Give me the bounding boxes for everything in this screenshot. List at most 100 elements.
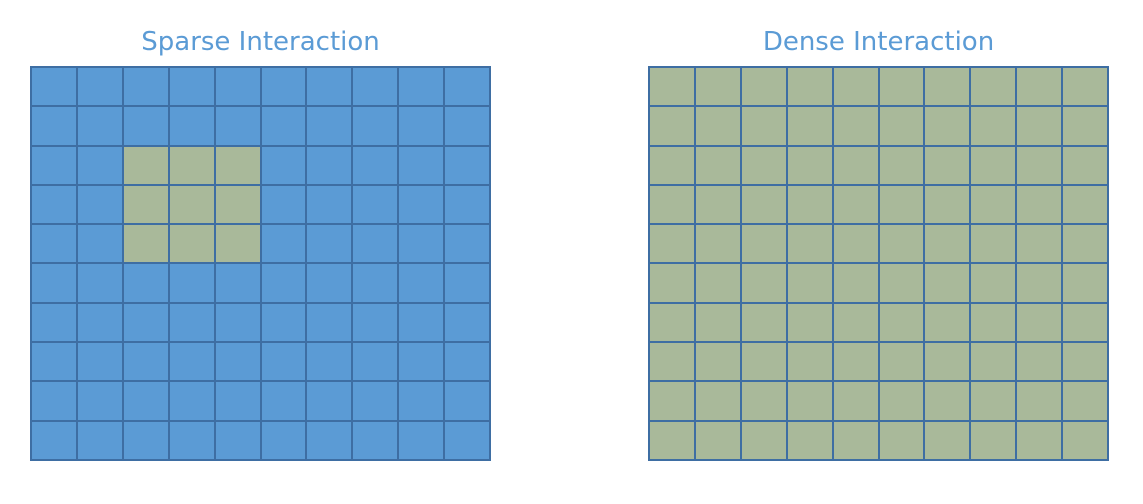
- active-cell: [1017, 343, 1064, 383]
- inactive-cell: [215, 107, 262, 147]
- inactive-cell: [261, 68, 308, 108]
- active-cell: [1017, 421, 1064, 461]
- sparse-interaction-grid: [30, 66, 491, 461]
- active-cell: [741, 107, 788, 147]
- dense-interaction-grid: [648, 66, 1109, 461]
- sparse-interaction-title: Sparse Interaction: [141, 27, 380, 57]
- active-cell: [833, 107, 880, 147]
- active-cell: [169, 146, 216, 186]
- active-cell: [215, 185, 262, 226]
- inactive-cell: [215, 303, 262, 344]
- inactive-cell: [353, 146, 400, 186]
- inactive-cell: [169, 264, 216, 304]
- active-cell: [1063, 382, 1109, 422]
- active-cell: [1063, 264, 1109, 304]
- active-cell: [833, 185, 880, 226]
- inactive-cell: [307, 107, 354, 147]
- inactive-cell: [123, 343, 170, 383]
- inactive-cell: [445, 107, 491, 147]
- active-cell: [695, 107, 742, 147]
- active-cell: [971, 225, 1018, 265]
- active-cell: [787, 146, 834, 186]
- inactive-cell: [32, 146, 78, 186]
- active-cell: [1017, 382, 1064, 422]
- active-cell: [1063, 421, 1109, 461]
- active-cell: [787, 264, 834, 304]
- active-cell: [971, 146, 1018, 186]
- active-cell: [971, 382, 1018, 422]
- inactive-cell: [32, 107, 78, 147]
- inactive-cell: [32, 382, 78, 422]
- inactive-cell: [353, 343, 400, 383]
- active-cell: [879, 382, 926, 422]
- inactive-cell: [353, 264, 400, 304]
- inactive-cell: [307, 264, 354, 304]
- inactive-cell: [32, 68, 78, 108]
- active-cell: [833, 382, 880, 422]
- active-cell: [971, 343, 1018, 383]
- inactive-cell: [261, 343, 308, 383]
- active-cell: [833, 146, 880, 186]
- active-cell: [833, 225, 880, 265]
- active-cell: [879, 343, 926, 383]
- active-cell: [879, 225, 926, 265]
- active-cell: [741, 421, 788, 461]
- active-cell: [741, 185, 788, 226]
- inactive-cell: [215, 382, 262, 422]
- inactive-cell: [399, 382, 446, 422]
- inactive-cell: [32, 225, 78, 265]
- inactive-cell: [353, 382, 400, 422]
- inactive-cell: [123, 107, 170, 147]
- active-cell: [650, 225, 696, 265]
- active-cell: [1063, 107, 1109, 147]
- inactive-cell: [445, 303, 491, 344]
- inactive-cell: [307, 185, 354, 226]
- active-cell: [833, 264, 880, 304]
- inactive-cell: [399, 185, 446, 226]
- active-cell: [1017, 68, 1064, 108]
- active-cell: [787, 68, 834, 108]
- active-cell: [925, 146, 972, 186]
- active-cell: [215, 225, 262, 265]
- inactive-cell: [77, 107, 124, 147]
- active-cell: [650, 107, 696, 147]
- active-cell: [879, 68, 926, 108]
- inactive-cell: [169, 107, 216, 147]
- active-cell: [787, 225, 834, 265]
- active-cell: [925, 303, 972, 344]
- active-cell: [833, 68, 880, 108]
- active-cell: [879, 421, 926, 461]
- active-cell: [971, 107, 1018, 147]
- inactive-cell: [261, 146, 308, 186]
- active-cell: [695, 264, 742, 304]
- active-cell: [879, 146, 926, 186]
- active-cell: [1063, 68, 1109, 108]
- active-cell: [787, 343, 834, 383]
- inactive-cell: [215, 343, 262, 383]
- inactive-cell: [77, 421, 124, 461]
- active-cell: [1063, 343, 1109, 383]
- inactive-cell: [261, 382, 308, 422]
- active-cell: [169, 185, 216, 226]
- active-cell: [695, 146, 742, 186]
- active-cell: [1017, 225, 1064, 265]
- active-cell: [741, 225, 788, 265]
- active-cell: [695, 421, 742, 461]
- inactive-cell: [445, 225, 491, 265]
- active-cell: [695, 68, 742, 108]
- active-cell: [925, 264, 972, 304]
- active-cell: [1063, 146, 1109, 186]
- active-cell: [971, 264, 1018, 304]
- active-cell: [787, 107, 834, 147]
- inactive-cell: [261, 107, 308, 147]
- inactive-cell: [445, 382, 491, 422]
- active-cell: [879, 185, 926, 226]
- inactive-cell: [77, 303, 124, 344]
- inactive-cell: [353, 185, 400, 226]
- inactive-cell: [77, 146, 124, 186]
- active-cell: [215, 146, 262, 186]
- active-cell: [741, 264, 788, 304]
- inactive-cell: [399, 68, 446, 108]
- active-cell: [971, 303, 1018, 344]
- inactive-cell: [399, 264, 446, 304]
